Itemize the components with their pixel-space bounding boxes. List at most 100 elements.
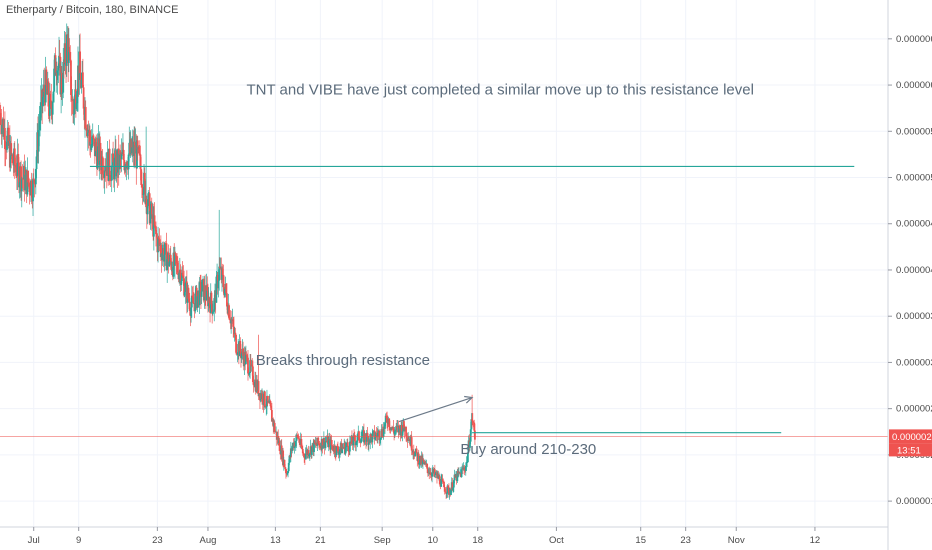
- candle-body: [218, 266, 221, 281]
- price-axis[interactable]: 0.00000650 0.00000600 0.00000550 0.00000500…: [887, 0, 932, 550]
- candle-body: [393, 431, 396, 435]
- candle-body: [52, 91, 55, 102]
- candle-body: [315, 442, 318, 446]
- candle-body: [32, 178, 34, 202]
- candle-body: [122, 149, 125, 161]
- candle-body: [348, 441, 351, 452]
- candle-body: [138, 147, 141, 154]
- drawn-lines: [0, 165, 888, 437]
- candle-body: [56, 70, 59, 80]
- candle-body: [188, 298, 190, 302]
- candle-body: [39, 102, 42, 121]
- candle-body: [72, 114, 75, 115]
- arrow-head: [464, 395, 474, 404]
- price-tick-label: 0.00000650: [896, 34, 932, 45]
- candles: [0, 23, 476, 500]
- candle-body: [168, 261, 171, 267]
- candle-body: [242, 348, 244, 356]
- candle-body: [228, 305, 230, 319]
- price-tick-label: 0.00000300: [896, 357, 932, 368]
- candle-body: [21, 178, 24, 180]
- candle-body: [188, 301, 191, 311]
- candle-body: [270, 410, 273, 422]
- candle-body: [146, 206, 149, 215]
- candle-body: [334, 445, 337, 454]
- current-price-tag: [889, 429, 932, 444]
- candle-body: [277, 436, 280, 443]
- candle-body: [198, 281, 201, 306]
- candle-body: [143, 172, 145, 195]
- candle-body: [81, 72, 84, 88]
- candle-body: [417, 453, 420, 465]
- candle-body: [463, 467, 466, 470]
- candle-body: [365, 432, 368, 442]
- candle-body: [325, 441, 328, 442]
- time-tick-label: 15: [635, 535, 646, 546]
- candle-body: [308, 454, 311, 457]
- candle-body: [315, 445, 318, 447]
- candle-body: [239, 340, 242, 352]
- candle-body: [39, 120, 41, 124]
- candle-body: [27, 170, 30, 183]
- candle-body: [412, 451, 415, 455]
- candle-body: [73, 98, 76, 115]
- candle-body: [210, 292, 213, 305]
- candle-body: [381, 429, 384, 437]
- time-tick-label: 21: [315, 535, 326, 546]
- candle-body: [313, 440, 315, 452]
- candle-body: [265, 406, 268, 408]
- price-tick-label: 0.00000550: [896, 126, 932, 137]
- candle-body: [248, 372, 251, 375]
- candle-body: [335, 445, 338, 456]
- candle-body: [152, 215, 155, 237]
- candle-body: [442, 481, 445, 483]
- candle-body: [32, 178, 35, 180]
- candle-body: [272, 418, 275, 427]
- price-tick-label: 0.00000400: [896, 265, 932, 276]
- candle-body: [252, 366, 254, 383]
- candle-body: [377, 432, 379, 437]
- candle-body: [190, 307, 192, 316]
- candle-body: [374, 437, 377, 440]
- candle-body: [149, 210, 152, 224]
- price-tick-label: 0.00000250: [896, 404, 932, 415]
- candle-body: [18, 182, 21, 188]
- candle-body: [429, 472, 432, 475]
- candle-body: [123, 160, 126, 171]
- candle-body: [201, 279, 204, 292]
- candle-body: [375, 433, 378, 435]
- candle-body: [261, 393, 264, 404]
- candle-body: [448, 487, 450, 495]
- candle-body: [372, 431, 374, 434]
- candle-body: [49, 94, 52, 101]
- candle-body: [301, 448, 304, 454]
- candle-body: [297, 437, 300, 439]
- candle-body: [378, 430, 381, 441]
- candle-body: [6, 135, 8, 150]
- candle-body: [285, 469, 287, 474]
- candle-body: [200, 291, 203, 297]
- candle-body: [174, 253, 176, 266]
- candle-body: [344, 447, 347, 454]
- candle-body: [65, 34, 68, 66]
- candle-body: [85, 127, 88, 131]
- candle-body: [452, 480, 455, 488]
- candle-body: [205, 285, 208, 301]
- time-tick-label: 23: [680, 535, 691, 546]
- candle-body: [163, 254, 166, 262]
- candle-body: [298, 438, 301, 443]
- candle-body: [446, 485, 449, 494]
- countdown-label: 13:51: [897, 445, 921, 456]
- candle-body: [426, 468, 429, 474]
- candle-body: [471, 420, 474, 423]
- time-axis[interactable]: Jul 9 23 Aug 13 21 Sep 10 18 Oct 15 23 Nov 12: [0, 526, 888, 546]
- candle-body: [395, 425, 398, 431]
- candle-body: [295, 434, 298, 441]
- candle-body: [170, 261, 173, 271]
- candle-body: [44, 69, 47, 103]
- candle-body: [57, 68, 60, 71]
- candle-body: [13, 148, 16, 165]
- candle-body: [16, 154, 19, 176]
